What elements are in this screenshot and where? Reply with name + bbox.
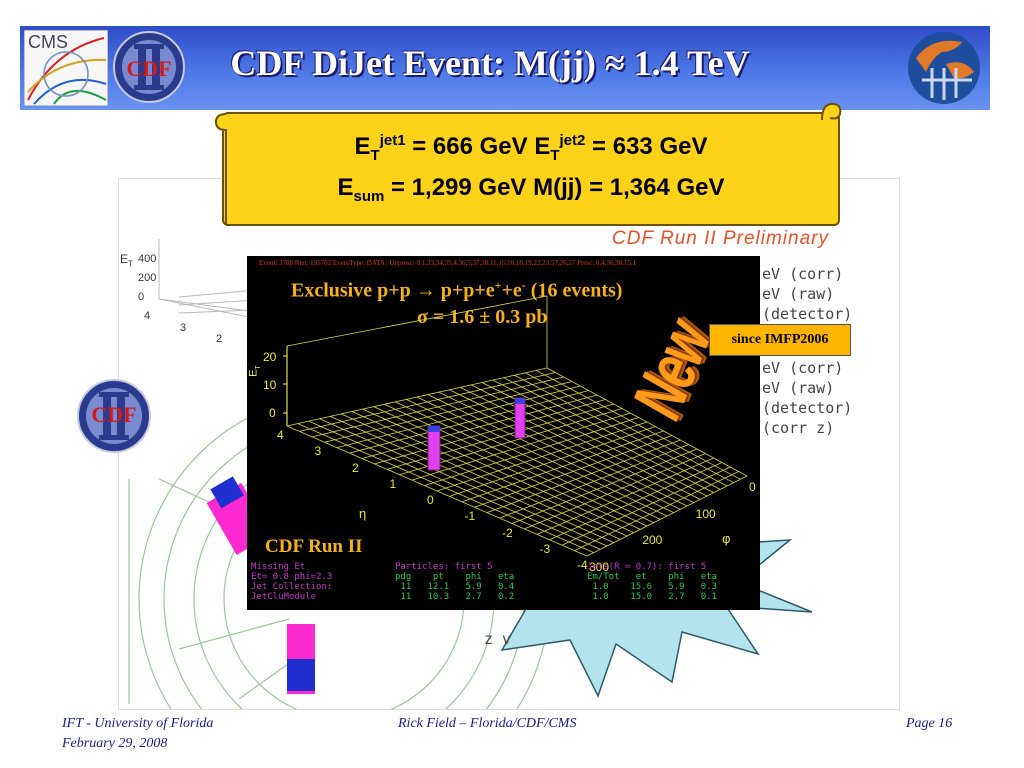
particles-head: Particles: first 5 — [395, 562, 493, 572]
footer-page: Page 16 — [906, 716, 953, 731]
phi-tick: 0 — [749, 480, 756, 494]
scroll-curl-right — [821, 102, 842, 121]
phi-tick: 200 — [642, 533, 663, 548]
preliminary-caption: CDF Run II Preliminary — [612, 228, 829, 249]
cdf-logo-text: CDF — [126, 56, 172, 81]
bg-y-ticks: 400 200 0 — [138, 250, 156, 307]
eta-tick: -1 — [464, 509, 476, 524]
particles-table: pdg pt phi eta 11 12.1 5.9 0.4 11 10.3 2… — [395, 572, 515, 602]
slide-title: CDF DiJet Event: M(jj) ≈ 1.4 TeV — [230, 43, 750, 83]
bg-y-tick: 0 — [138, 291, 145, 303]
cms-logo — [23, 29, 109, 107]
cdf-side-logo — [76, 378, 152, 454]
bg-legend-line: eV (raw) — [762, 285, 835, 303]
jets-table: Em/Tot et phi eta 1.0 15.6 5.9 0.3 1.0 1… — [587, 572, 718, 602]
cdf-logo — [112, 30, 186, 104]
footer-institution: IFT - University of Florida — [62, 716, 214, 731]
z-tick: 10 — [263, 378, 277, 392]
bg-legend: eV (corr) eV (raw) (detector) — [762, 264, 852, 324]
bg-legend-line: (detector) — [762, 399, 853, 417]
bg-bottom-text: z v — [484, 630, 512, 648]
cms-logo-text: CMS — [28, 32, 68, 52]
missing-et-table: Missing Et Et= 0.8 phi=2.3 Jet Collectio… — [251, 562, 333, 602]
bg-x-tick: 4 — [144, 310, 151, 322]
bg-axis-label: ET — [120, 252, 133, 269]
eta-tick: 2 — [352, 460, 359, 475]
z-axis-label: ET — [247, 365, 262, 377]
bg-legend-line: (corr z) — [762, 419, 835, 437]
cdf-side-logo-text: CDF — [91, 402, 137, 427]
exclusive-event-display: Event: 3788 Run: 195702 EventType: DATA … — [247, 256, 760, 610]
eta-tick: 4 — [277, 428, 284, 442]
cdf-run-label: CDF Run II — [265, 536, 363, 557]
z-tick: 20 — [263, 350, 277, 364]
eta-tick: 1 — [389, 476, 397, 491]
eta-tick: -3 — [539, 541, 551, 556]
scroll-curl-left — [214, 113, 227, 224]
jets-head: Jets(R = 0.7): first 5 — [587, 562, 707, 572]
inset-header: Event: 3788 Run: 195702 EventType: DATA … — [259, 259, 637, 267]
scroll-line-1: ETjet1 = 666 GeV ETjet2 = 633 GeV — [354, 132, 708, 164]
eta-tick: 0 — [427, 493, 434, 507]
eta-label: η — [359, 506, 367, 521]
inset-line1: Exclusive p+p → p+p+e++e- (16 events) — [291, 278, 623, 302]
bg-legend-2: eV (corr) eV (raw) (detector) (corr z) — [762, 358, 852, 438]
eta-tick: -4 — [577, 558, 588, 572]
bg-legend-line: eV (raw) — [762, 379, 835, 397]
ift-logo — [902, 28, 986, 108]
z-tick: 0 — [269, 406, 276, 420]
bg-legend-line: (detector) — [762, 305, 853, 323]
lego-grid — [283, 295, 748, 557]
bg-x-tick: 2 — [216, 333, 223, 345]
bg-y-tick: 400 — [138, 253, 157, 265]
footer-date: February 29, 2008 — [62, 736, 168, 751]
bg-legend-line: eV (corr) — [762, 359, 844, 377]
bg-x-tick: 3 — [180, 322, 187, 334]
scroll-line-2: Esum = 1,299 GeV M(jj) = 1,364 GeV — [337, 174, 725, 205]
footer-author: Rick Field – Florida/CDF/CMS — [398, 716, 577, 731]
inset-line2: σ = 1.6 ± 0.3 pb — [417, 306, 548, 328]
eta-tick: -2 — [502, 525, 513, 540]
bg-y-tick: 200 — [138, 272, 157, 284]
phi-label: φ — [722, 531, 731, 546]
eta-tick: 3 — [314, 444, 322, 459]
since-label: since IMFP2006 — [709, 324, 851, 356]
bg-legend-line: eV (corr) — [762, 265, 844, 283]
scroll-banner: ETjet1 = 666 GeV ETjet2 = 633 GeV Esum =… — [214, 102, 842, 226]
phi-tick: 100 — [695, 506, 716, 521]
phi-tick: 300 — [589, 560, 610, 574]
